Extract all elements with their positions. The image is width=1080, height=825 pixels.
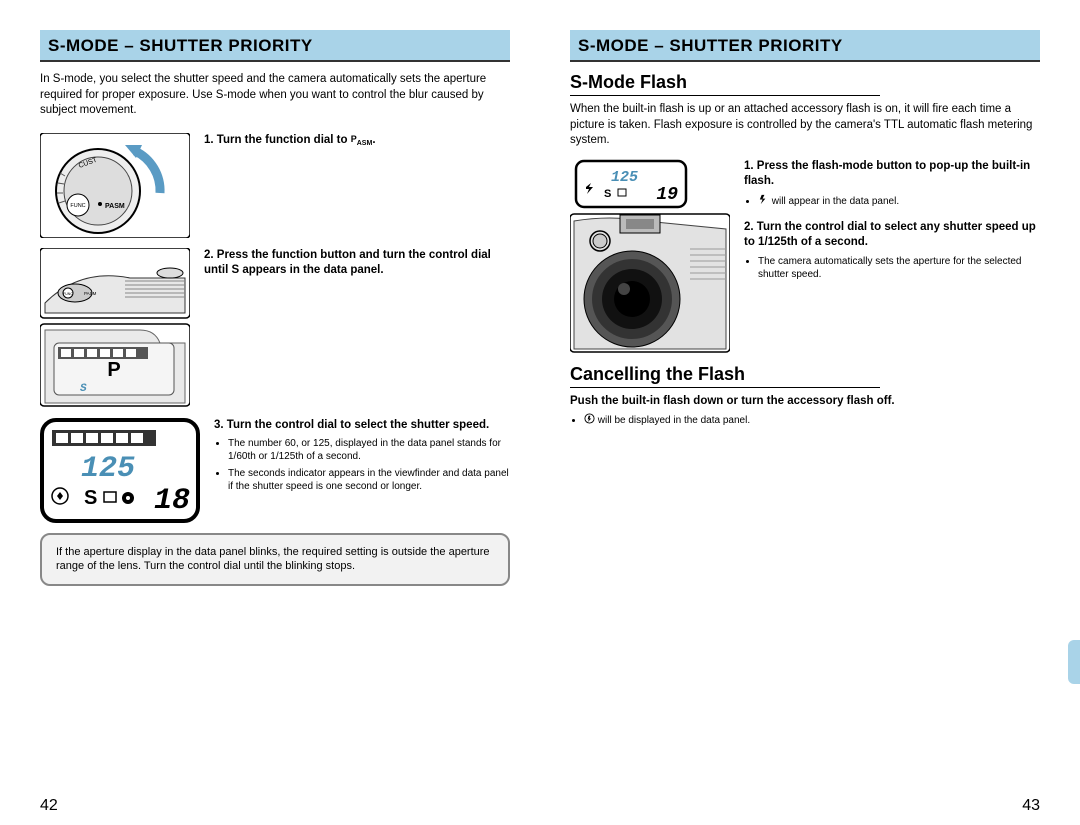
svg-text:FUNC: FUNC	[63, 292, 73, 296]
page-left: S-MODE – SHUTTER PRIORITY In S-mode, you…	[0, 30, 540, 805]
step-2-label: 2. Press the function button and turn th…	[204, 248, 510, 279]
pasm-icon: PASM	[351, 134, 373, 144]
step-3-note-2: The seconds indicator appears in the vie…	[228, 467, 510, 493]
svg-text:19: 19	[656, 185, 678, 205]
header-title-left: S-MODE – SHUTTER PRIORITY	[48, 36, 502, 56]
svg-text:125: 125	[81, 452, 135, 486]
step-3-figure: 125 S 18	[40, 418, 200, 523]
flash-step-1-note: will appear in the data panel.	[758, 194, 1040, 208]
flash-intro: When the built-in flash is up or an atta…	[570, 102, 1040, 149]
flash-step-2: 2. Turn the control dial to select any s…	[744, 220, 1040, 251]
flash-step-row: 125 S 19	[570, 159, 1040, 354]
step-2-text: 2. Press the function button and turn th…	[204, 248, 510, 283]
subheading-flash: S-Mode Flash	[570, 72, 880, 96]
svg-text:P: P	[107, 359, 120, 381]
page-right: S-MODE – SHUTTER PRIORITY S-Mode Flash W…	[540, 30, 1080, 805]
svg-text:PASM: PASM	[84, 291, 97, 296]
step-1-label: 1. Turn the function dial to	[204, 134, 348, 146]
svg-text:18: 18	[154, 484, 190, 518]
flash-steps-text: 1. Press the flash-mode button to pop-up…	[744, 159, 1040, 285]
step-1-figure: CUST FUNC PASM	[40, 133, 190, 238]
subheading-cancel: Cancelling the Flash	[570, 364, 880, 388]
header-bar-left: S-MODE – SHUTTER PRIORITY	[40, 30, 510, 62]
svg-text:S: S	[84, 487, 97, 509]
flash-icon	[758, 194, 769, 205]
autoflash-icon	[584, 413, 595, 424]
header-title-right: S-MODE – SHUTTER PRIORITY	[578, 36, 1032, 56]
svg-text:PASM: PASM	[105, 203, 125, 210]
step-3-label: 3. Turn the control dial to select the s…	[214, 418, 510, 434]
flash-step-2-note: The camera automatically sets the apertu…	[758, 255, 1040, 281]
svg-text:FUNC: FUNC	[70, 203, 85, 209]
page-number-left: 42	[40, 797, 58, 815]
svg-text:S: S	[604, 188, 611, 200]
svg-text:125: 125	[611, 169, 638, 186]
flash-step-1: 1. Press the flash-mode button to pop-up…	[744, 159, 1040, 190]
step-2-figure: FUNC PASM P S	[40, 248, 190, 408]
aperture-note-box: If the aperture display in the data pane…	[40, 533, 510, 587]
flash-figure: 125 S 19	[570, 159, 730, 354]
step-1-text: 1. Turn the function dial to PASM.	[204, 133, 510, 153]
step-3: 125 S 18 3. Turn the control dial to sel…	[40, 418, 510, 523]
cancel-flash-note: will be displayed in the data panel.	[584, 413, 1040, 426]
step-1: CUST FUNC PASM 1. Turn the function dial…	[40, 133, 510, 238]
page-number-right: 43	[1022, 797, 1040, 815]
step-3-text: 3. Turn the control dial to select the s…	[214, 418, 510, 498]
intro-text: In S-mode, you select the shutter speed …	[40, 72, 510, 119]
spread: S-MODE – SHUTTER PRIORITY In S-mode, you…	[0, 0, 1080, 825]
cancel-flash-text: Push the built-in flash down or turn the…	[570, 394, 1040, 410]
step-2: FUNC PASM P S	[40, 248, 510, 408]
header-bar-right: S-MODE – SHUTTER PRIORITY	[570, 30, 1040, 62]
step-3-note-1: The number 60, or 125, displayed in the …	[228, 437, 510, 463]
svg-text:S: S	[80, 383, 87, 395]
